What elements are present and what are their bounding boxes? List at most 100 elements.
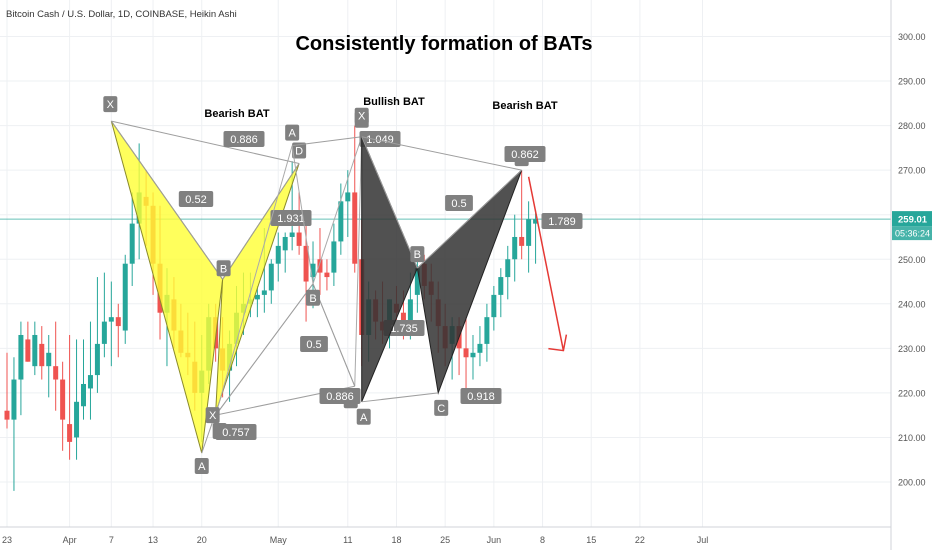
- pattern-point-a-bg: [356, 408, 371, 425]
- candle: [254, 285, 260, 318]
- candle: [282, 232, 288, 273]
- candle-body: [282, 236, 288, 251]
- pattern-point-a-text: A: [288, 128, 296, 140]
- candle: [519, 170, 525, 260]
- pattern-point-d: D: [292, 142, 307, 159]
- candle-body: [296, 232, 302, 246]
- candle: [526, 201, 532, 273]
- candle-body: [289, 232, 295, 237]
- candle-body: [115, 317, 121, 327]
- candle: [18, 321, 24, 416]
- pattern-triangle-bcd: [215, 163, 300, 414]
- y-tick-label: 220.00: [898, 388, 926, 398]
- candle-body: [4, 410, 10, 420]
- pattern-ratio-label-text: 0.886: [230, 134, 258, 146]
- pattern-ratio-line: [292, 136, 362, 147]
- candle: [67, 334, 73, 460]
- candle: [53, 321, 59, 411]
- candle-body: [268, 263, 274, 291]
- pattern-point-b-text: B: [414, 249, 421, 261]
- candle: [94, 277, 100, 393]
- pattern-point-b: B: [410, 246, 425, 263]
- x-tick-label: 8: [540, 535, 545, 545]
- pattern-ratio-label: 0.886: [319, 388, 361, 404]
- pattern-title: Bearish BAT: [204, 108, 269, 120]
- pattern-ratio-label-text: 0.886: [326, 391, 354, 403]
- pattern-point-b: B: [216, 260, 231, 277]
- pattern-point-x-text: X: [358, 111, 366, 123]
- pattern-point-c-bg: [434, 399, 449, 416]
- y-tick-label: 300.00: [898, 32, 926, 42]
- last-price-value: 259.01: [898, 215, 928, 226]
- pattern-ratio-label-text: 0.5: [451, 198, 466, 210]
- candle: [275, 232, 281, 282]
- x-tick-label: 25: [440, 535, 450, 545]
- pattern-ratio-label-text: 0.5: [306, 339, 321, 351]
- pattern-point-a: A: [285, 124, 300, 141]
- pattern-point-x: X: [354, 107, 369, 124]
- candle-body: [463, 348, 469, 358]
- pattern-point-a-bg: [285, 124, 300, 141]
- candle-body: [352, 192, 358, 264]
- pattern-ratio-label-bg: [270, 210, 312, 226]
- pattern-ratio-label-text: 0.757: [222, 427, 250, 439]
- candle-body: [338, 201, 344, 242]
- candle-body: [67, 424, 73, 442]
- pattern-ratio-line: [222, 163, 300, 280]
- candle-body: [526, 219, 532, 246]
- pattern-point-x-text: X: [209, 410, 217, 422]
- candle: [108, 281, 114, 367]
- candle: [352, 125, 358, 273]
- candle: [331, 223, 337, 286]
- candle: [505, 245, 511, 300]
- pattern-point-x-bg: [205, 407, 220, 424]
- candle-body: [303, 245, 309, 282]
- pattern-point-x: X: [205, 407, 220, 424]
- pattern-ratio-line: [361, 136, 418, 269]
- x-tick-label: 11: [343, 535, 352, 545]
- candle-body: [94, 343, 100, 376]
- y-tick-label: 230.00: [898, 344, 926, 354]
- pattern-title: Bullish BAT: [363, 96, 425, 108]
- y-tick-label: 210.00: [898, 433, 926, 443]
- candle: [4, 352, 10, 429]
- candle: [533, 210, 539, 264]
- pattern-ratio-line: [417, 169, 523, 269]
- pattern-point-a: A: [356, 408, 371, 425]
- symbol-line: Bitcoin Cash / U.S. Dollar, 1D, COINBASE…: [6, 9, 237, 20]
- candle: [46, 334, 52, 398]
- pattern-ratio-label-bg: [445, 195, 473, 211]
- pattern-ratio-label: 0.5: [445, 195, 473, 211]
- candle: [11, 357, 17, 491]
- candle-body: [18, 334, 24, 380]
- candle-body: [407, 299, 413, 327]
- candle-body: [512, 236, 518, 260]
- pattern-ratio-label-bg: [319, 388, 361, 404]
- candle: [32, 321, 38, 376]
- pattern-ratio-label-text: 1.735: [390, 323, 418, 335]
- pattern-ratio-line: [110, 120, 224, 280]
- candle: [484, 303, 490, 362]
- pattern-ratio-line: [111, 120, 300, 164]
- pattern-point-d-text: D: [295, 145, 303, 157]
- pattern-point-a: A: [194, 458, 209, 475]
- pattern-ratio-label-text: 1.789: [548, 216, 576, 228]
- candle-body: [310, 263, 316, 278]
- candle-body: [39, 343, 45, 367]
- pattern-ratio-label-text: 0.52: [185, 194, 206, 206]
- pattern-ratio-label: 0.886: [223, 131, 265, 147]
- pattern-triangle-xab: [361, 136, 418, 403]
- x-tick-label: Apr: [63, 535, 77, 545]
- y-tick-label: 280.00: [898, 121, 926, 131]
- candle: [512, 214, 518, 282]
- candle-body: [414, 268, 420, 295]
- candle-body: [491, 294, 497, 318]
- candle-body: [275, 245, 281, 264]
- pattern-ratio-label: 0.5: [300, 336, 328, 352]
- candle: [101, 272, 107, 358]
- x-tick-label: 13: [148, 535, 158, 545]
- pattern-ratio-label-bg: [541, 213, 583, 229]
